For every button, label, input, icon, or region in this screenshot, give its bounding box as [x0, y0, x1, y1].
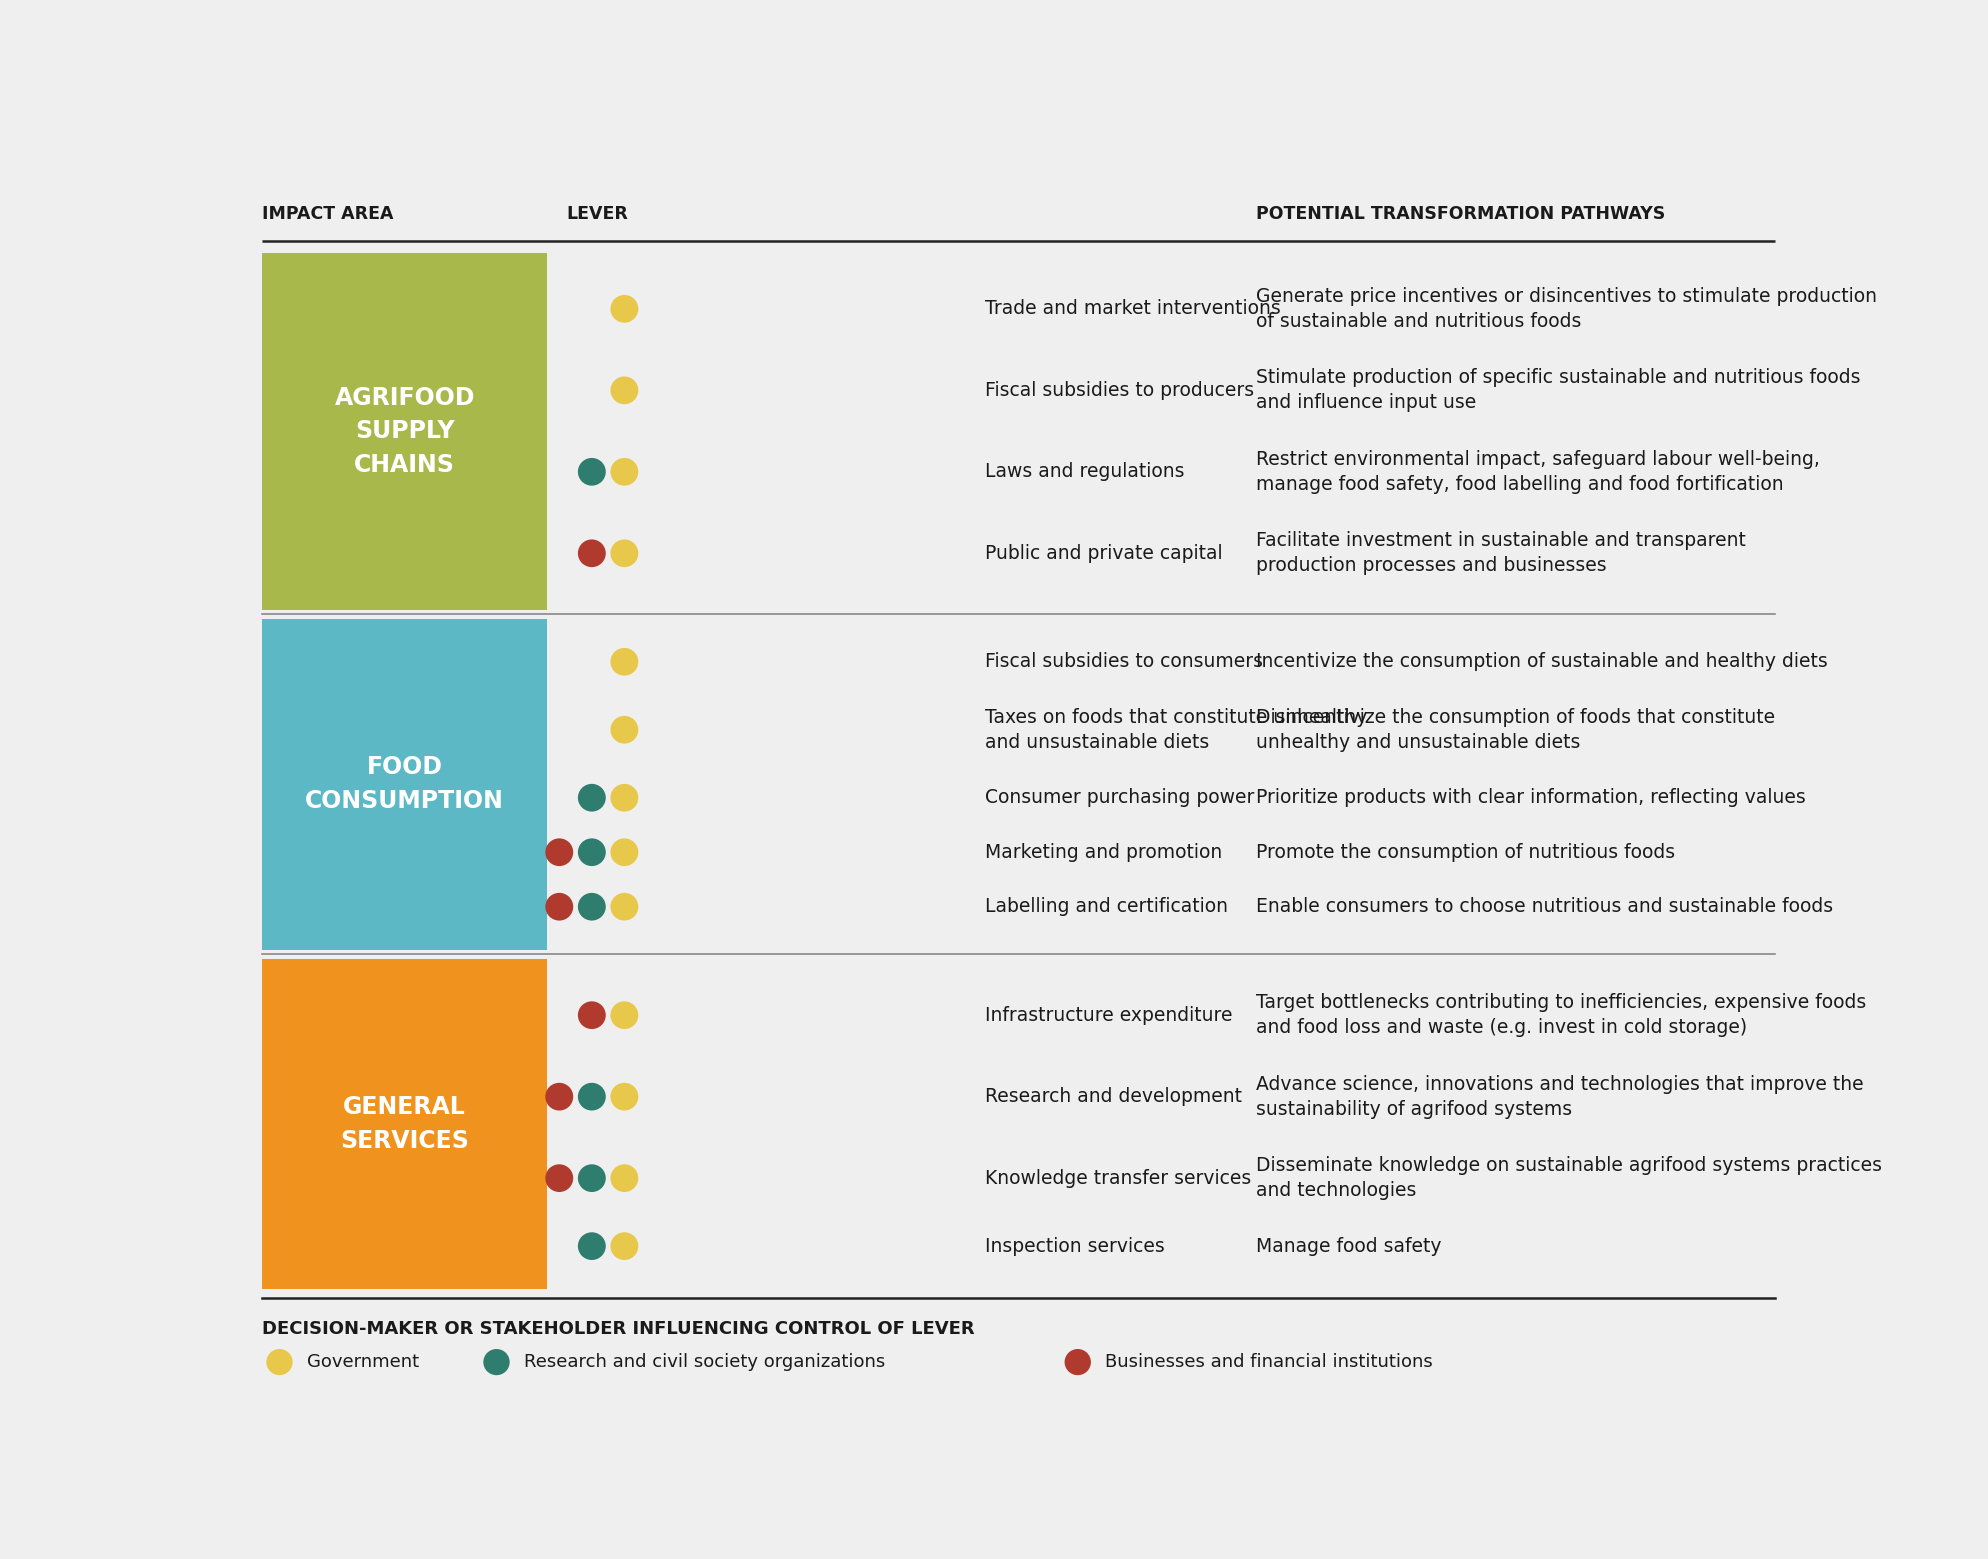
Text: Disseminate knowledge on sustainable agrifood systems practices
and technologies: Disseminate knowledge on sustainable agr… — [1256, 1157, 1883, 1200]
Text: FOOD
CONSUMPTION: FOOD CONSUMPTION — [306, 756, 505, 812]
Circle shape — [545, 839, 573, 867]
Circle shape — [579, 1232, 606, 1260]
Bar — [262, 619, 547, 949]
Text: Promote the consumption of nutritious foods: Promote the consumption of nutritious fo… — [1256, 843, 1676, 862]
Circle shape — [610, 1165, 638, 1193]
Text: Target bottlenecks contributing to inefficiencies, expensive foods
and food loss: Target bottlenecks contributing to ineff… — [1256, 993, 1867, 1037]
Text: Knowledge transfer services: Knowledge transfer services — [984, 1169, 1250, 1188]
Circle shape — [579, 539, 606, 567]
Circle shape — [610, 784, 638, 812]
Circle shape — [579, 1084, 606, 1110]
Text: Restrict environmental impact, safeguard labour well-being,
manage food safety, : Restrict environmental impact, safeguard… — [1256, 451, 1819, 494]
Text: IMPACT AREA: IMPACT AREA — [262, 204, 394, 223]
Circle shape — [579, 1165, 606, 1193]
Circle shape — [545, 893, 573, 920]
Text: Research and development: Research and development — [984, 1087, 1242, 1107]
Circle shape — [579, 458, 606, 486]
Circle shape — [483, 1349, 509, 1375]
Circle shape — [579, 1001, 606, 1029]
Text: Laws and regulations: Laws and regulations — [984, 463, 1185, 482]
Text: Labelling and certification: Labelling and certification — [984, 898, 1229, 917]
Text: Marketing and promotion: Marketing and promotion — [984, 843, 1223, 862]
Circle shape — [610, 539, 638, 567]
Circle shape — [610, 295, 638, 323]
Text: Disincentivize the consumption of foods that constitute
unhealthy and unsustaina: Disincentivize the consumption of foods … — [1256, 708, 1775, 751]
Text: Fiscal subsidies to consumers: Fiscal subsidies to consumers — [984, 652, 1262, 672]
Text: Infrastructure expenditure: Infrastructure expenditure — [984, 1006, 1233, 1024]
Circle shape — [610, 893, 638, 920]
Circle shape — [579, 893, 606, 920]
Text: Trade and market interventions: Trade and market interventions — [984, 299, 1280, 318]
Circle shape — [610, 1084, 638, 1110]
Text: Fiscal subsidies to producers: Fiscal subsidies to producers — [984, 380, 1254, 399]
Circle shape — [545, 1165, 573, 1193]
Bar — [262, 253, 547, 610]
Text: Prioritize products with clear information, reflecting values: Prioritize products with clear informati… — [1256, 789, 1805, 808]
Circle shape — [610, 839, 638, 867]
Circle shape — [545, 1084, 573, 1110]
Circle shape — [610, 649, 638, 675]
Text: Facilitate investment in sustainable and transparent
production processes and bu: Facilitate investment in sustainable and… — [1256, 532, 1745, 575]
Bar — [262, 959, 547, 1289]
Circle shape — [610, 1001, 638, 1029]
Text: Consumer purchasing power: Consumer purchasing power — [984, 789, 1254, 808]
Circle shape — [1066, 1349, 1091, 1375]
Text: Stimulate production of specific sustainable and nutritious foods
and influence : Stimulate production of specific sustain… — [1256, 368, 1861, 412]
Text: Government: Government — [306, 1353, 419, 1370]
Text: Generate price incentives or disincentives to stimulate production
of sustainabl: Generate price incentives or disincentiv… — [1256, 287, 1877, 331]
Text: Enable consumers to choose nutritious and sustainable foods: Enable consumers to choose nutritious an… — [1256, 898, 1833, 917]
Circle shape — [610, 716, 638, 744]
Circle shape — [610, 1232, 638, 1260]
Circle shape — [579, 784, 606, 812]
Text: LEVER: LEVER — [567, 204, 628, 223]
Text: Taxes on foods that constitute unhealthy
and unsustainable diets: Taxes on foods that constitute unhealthy… — [984, 708, 1368, 751]
Text: Inspection services: Inspection services — [984, 1236, 1165, 1255]
Text: Public and private capital: Public and private capital — [984, 544, 1223, 563]
Circle shape — [610, 458, 638, 486]
Text: Businesses and financial institutions: Businesses and financial institutions — [1105, 1353, 1433, 1370]
Text: Manage food safety: Manage food safety — [1256, 1236, 1441, 1255]
Circle shape — [610, 376, 638, 404]
Text: Incentivize the consumption of sustainable and healthy diets: Incentivize the consumption of sustainab… — [1256, 652, 1827, 672]
Text: Advance science, innovations and technologies that improve the
sustainability of: Advance science, innovations and technol… — [1256, 1074, 1863, 1119]
Text: POTENTIAL TRANSFORMATION PATHWAYS: POTENTIAL TRANSFORMATION PATHWAYS — [1256, 204, 1666, 223]
Text: DECISION-MAKER OR STAKEHOLDER INFLUENCING CONTROL OF LEVER: DECISION-MAKER OR STAKEHOLDER INFLUENCIN… — [262, 1320, 974, 1338]
Text: AGRIFOOD
SUPPLY
CHAINS: AGRIFOOD SUPPLY CHAINS — [334, 385, 475, 477]
Text: GENERAL
SERVICES: GENERAL SERVICES — [340, 1094, 469, 1152]
Circle shape — [266, 1349, 292, 1375]
Text: Research and civil society organizations: Research and civil society organizations — [523, 1353, 885, 1370]
Circle shape — [579, 839, 606, 867]
